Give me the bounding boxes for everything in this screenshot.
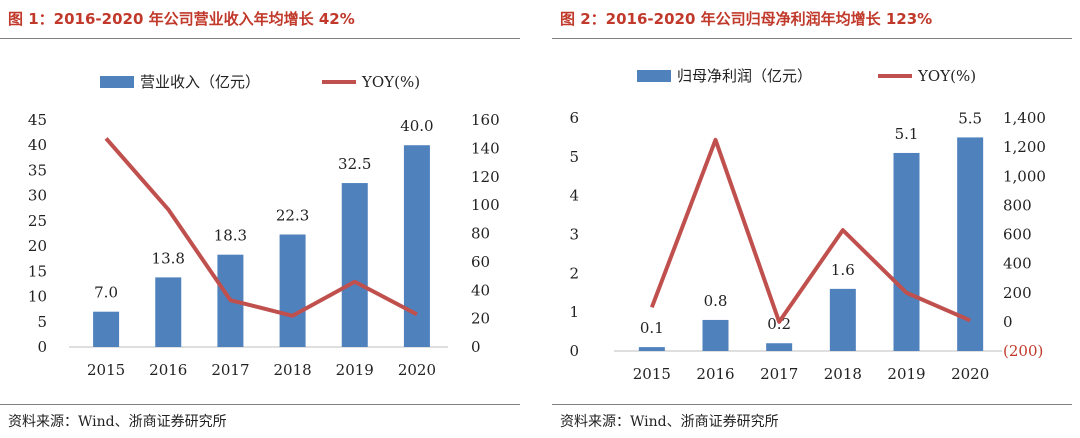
y-left-tick-label: 4 xyxy=(569,187,579,205)
x-tick-label: 2017 xyxy=(760,365,798,383)
bar-value-label: 5.5 xyxy=(958,109,982,127)
bar xyxy=(93,311,120,347)
chart-title: 图 2：2016-2020 年公司归母净利润年均增长 123% xyxy=(560,10,933,28)
legend-line-label: YOY(%) xyxy=(917,67,976,85)
y-right-tick-label: 40 xyxy=(471,281,490,299)
bar-value-label: 22.3 xyxy=(276,207,309,225)
divider xyxy=(552,404,1072,405)
bar xyxy=(893,152,920,351)
bar-value-label: 32.5 xyxy=(338,155,371,173)
bar-value-label: 0.2 xyxy=(767,315,791,333)
legend-line-label: YOY(%) xyxy=(361,73,420,91)
x-tick-label: 2018 xyxy=(824,365,862,383)
y-left-tick-label: 25 xyxy=(28,212,47,230)
x-tick-label: 2015 xyxy=(87,361,125,379)
bar-value-label: 0.1 xyxy=(640,319,664,337)
y-left-tick-label: 45 xyxy=(28,111,47,129)
bar-value-label: 18.3 xyxy=(214,227,247,245)
divider xyxy=(0,404,520,405)
x-tick-label: 2016 xyxy=(696,365,734,383)
bar xyxy=(829,288,856,351)
y-right-tick-label: 20 xyxy=(471,310,490,328)
bar-value-label: 13.8 xyxy=(152,249,185,267)
y-right-tick-label: 60 xyxy=(471,253,490,271)
bar-value-label: 7.0 xyxy=(94,284,118,302)
y-left-tick-label: 30 xyxy=(28,187,47,205)
y-left-tick-label: 1 xyxy=(569,303,579,321)
legend-bar-label: 归母净利润（亿元） xyxy=(677,67,812,85)
y-left-tick-label: 2 xyxy=(569,264,579,282)
x-tick-label: 2018 xyxy=(273,361,311,379)
yoy-line xyxy=(104,137,418,318)
bar xyxy=(403,145,430,347)
divider xyxy=(0,38,520,39)
source-note: 资料来源：Wind、浙商证券研究所 xyxy=(560,414,779,430)
y-right-tick-label: 1,200 xyxy=(1003,138,1046,156)
legend-bar-swatch xyxy=(637,70,671,82)
chart-panel-2: 图 2：2016-2020 年公司归母净利润年均增长 123% 归母净利润（亿元… xyxy=(552,0,1080,438)
y-right-tick-label: 0 xyxy=(471,338,481,356)
x-tick-label: 2020 xyxy=(951,365,989,383)
x-tick-label: 2017 xyxy=(211,361,249,379)
y-right-tick-label: (200) xyxy=(1003,342,1043,360)
y-left-tick-label: 10 xyxy=(28,288,47,306)
x-tick-label: 2016 xyxy=(149,361,187,379)
y-right-tick-label: 600 xyxy=(1003,226,1032,244)
y-left-tick-label: 0 xyxy=(569,342,579,360)
y-right-tick-label: 140 xyxy=(471,139,500,157)
x-tick-label: 2019 xyxy=(887,365,925,383)
net-profit-chart: 归母净利润（亿元） YOY(%) 0 1 2 3 4 5 6 (200) 0 200 400 600 800… xyxy=(569,67,1046,383)
yoy-line xyxy=(649,137,971,324)
x-tick-label: 2019 xyxy=(336,361,374,379)
y-left-tick-label: 40 xyxy=(28,136,47,154)
bar xyxy=(638,347,665,351)
bar-value-label: 5.1 xyxy=(895,125,919,143)
y-right-tick-label: 160 xyxy=(471,111,500,129)
y-right-tick-label: 80 xyxy=(471,225,490,243)
y-right-tick-label: 200 xyxy=(1003,284,1032,302)
bar xyxy=(279,234,306,347)
x-tick-label: 2015 xyxy=(633,365,671,383)
divider xyxy=(552,38,1072,39)
bar xyxy=(155,277,182,347)
y-right-tick-label: 0 xyxy=(1003,313,1013,331)
chart-title: 图 1：2016-2020 年公司营业收入年均增长 42% xyxy=(8,10,355,28)
y-left-tick-label: 20 xyxy=(28,237,47,255)
y-left-tick-label: 3 xyxy=(569,226,579,244)
y-left-tick-label: 6 xyxy=(569,109,579,127)
y-right-tick-label: 100 xyxy=(471,196,500,214)
legend-bar-swatch xyxy=(100,76,134,88)
y-left-tick-label: 5 xyxy=(37,313,47,331)
legend-bar-label: 营业收入（亿元） xyxy=(140,73,260,91)
bar-value-label: 1.6 xyxy=(831,261,855,279)
bar-value-label: 40.0 xyxy=(400,117,433,135)
bar xyxy=(766,343,793,351)
y-right-tick-label: 1,000 xyxy=(1003,167,1046,185)
revenue-chart: 营业收入（亿元） YOY(%) 0 5 10 15 20 25 30 35 40 45 0 20 40 60 8… xyxy=(28,73,500,379)
y-right-tick-label: 800 xyxy=(1003,196,1032,214)
y-left-tick-label: 15 xyxy=(28,262,47,280)
bar-value-label: 0.8 xyxy=(704,292,728,310)
y-right-tick-label: 120 xyxy=(471,168,500,186)
bar xyxy=(341,183,368,347)
x-tick-label: 2020 xyxy=(398,361,436,379)
y-left-tick-label: 35 xyxy=(28,161,47,179)
bar xyxy=(702,319,729,351)
source-note: 资料来源：Wind、浙商证券研究所 xyxy=(8,414,227,430)
y-left-tick-label: 5 xyxy=(569,148,579,166)
y-right-tick-label: 400 xyxy=(1003,255,1032,273)
chart-panel-1: 图 1：2016-2020 年公司营业收入年均增长 42% 营业收入（亿元） YO… xyxy=(0,0,528,438)
y-right-tick-label: 1,400 xyxy=(1003,109,1046,127)
y-left-tick-label: 0 xyxy=(37,338,47,356)
